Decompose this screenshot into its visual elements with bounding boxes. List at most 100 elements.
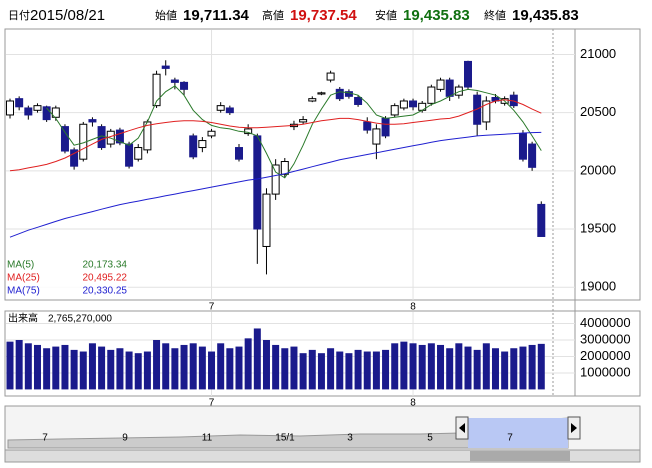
candle-body <box>51 107 60 118</box>
volume-bar <box>290 346 298 390</box>
main-panel <box>4 28 641 301</box>
candle-body <box>207 130 216 137</box>
header-value: 19,737.54 <box>290 7 357 24</box>
y-tick-label: 3000000 <box>580 331 631 346</box>
volume-bar <box>308 349 316 390</box>
volume-bar <box>134 353 142 390</box>
legend-bg <box>6 272 128 285</box>
volume-bar <box>382 349 390 390</box>
header-label: 終値 <box>484 8 506 22</box>
volume-bar <box>437 344 445 390</box>
navigator-label: 9 <box>122 433 128 444</box>
candle-body <box>335 88 344 100</box>
candle-body <box>372 128 381 145</box>
candle-body <box>381 117 390 137</box>
candle-body <box>161 65 170 69</box>
scrollbar-thumb[interactable] <box>470 451 570 461</box>
candle-body <box>326 72 335 81</box>
navigator-label: 5 <box>427 433 433 444</box>
y-tick-label: 21000 <box>580 46 616 61</box>
volume-bar <box>345 353 353 390</box>
candle-body <box>88 119 97 123</box>
candle-body <box>399 100 408 109</box>
volume-bar <box>171 348 179 390</box>
x-tick-label: 7 <box>209 302 215 313</box>
candle-body <box>24 107 33 116</box>
candle-body <box>152 73 161 107</box>
header-label: 高値 <box>262 8 284 22</box>
volume-bar <box>400 341 408 390</box>
legend-name: MA(25) <box>7 273 40 284</box>
ma-line <box>9 99 542 172</box>
candle-body <box>70 149 79 167</box>
candle-body <box>180 81 189 90</box>
volume-bar <box>409 343 417 390</box>
header-label: 始値 <box>155 8 177 22</box>
header-value: 19,435.83 <box>512 7 579 24</box>
volume-bar <box>372 351 380 390</box>
navigator-window[interactable] <box>468 418 568 448</box>
volume-bar <box>208 351 216 390</box>
legend-name: MA(75) <box>7 286 40 297</box>
y-tick-label: 19000 <box>580 279 616 294</box>
volume-bar <box>162 343 170 390</box>
volume-bar <box>98 346 106 390</box>
candle-body <box>244 128 253 135</box>
navigator-label: 7 <box>507 433 513 444</box>
volume-name: 出来高 <box>8 312 38 325</box>
candle-body <box>15 98 24 108</box>
legend-value: 20,330.25 <box>83 286 128 297</box>
y-tick-label: 20500 <box>580 104 616 119</box>
volume-bar <box>528 344 536 390</box>
header-value: 19,711.34 <box>183 7 250 24</box>
candle-body <box>317 92 326 95</box>
volume-bar <box>299 353 307 390</box>
candle-body <box>308 98 317 102</box>
volume-panel <box>4 310 641 397</box>
volume-bar <box>427 343 435 390</box>
volume-bar <box>327 348 335 390</box>
volume-bar <box>6 341 14 390</box>
y-tick-label: 20000 <box>580 162 616 177</box>
legend-name: MA(5) <box>7 260 34 271</box>
volume-bar <box>61 344 69 390</box>
volume-bar <box>253 328 261 390</box>
volume-bar <box>70 349 78 390</box>
candle-body <box>33 105 42 111</box>
volume-bar <box>272 344 280 390</box>
candle-body <box>198 140 207 149</box>
legend-bg <box>6 259 128 272</box>
candle-body <box>6 100 14 116</box>
y-tick-label: 2000000 <box>580 348 631 363</box>
x-tick-label: 8 <box>410 302 416 313</box>
y-tick-label: 1000000 <box>580 364 631 379</box>
volume-bar <box>189 343 197 390</box>
volume-bar <box>281 348 289 390</box>
candle-body <box>537 203 546 237</box>
candle-body <box>235 147 243 160</box>
ma-line <box>9 131 542 238</box>
x-tick-label: 7 <box>209 398 215 409</box>
candle-body <box>390 105 399 116</box>
volume-bar <box>198 346 206 390</box>
candle-body <box>409 100 418 108</box>
candle-body <box>253 135 262 230</box>
navigator-label: 3 <box>347 433 353 444</box>
volume-bar <box>391 343 399 390</box>
volume-bar <box>510 348 518 390</box>
candle-body <box>464 60 472 88</box>
volume-bar <box>537 343 545 390</box>
volume-bar <box>116 348 124 390</box>
candle-body <box>354 97 363 105</box>
header-value: 19,435.83 <box>403 7 470 24</box>
candle-body <box>115 129 124 144</box>
candle-body <box>482 100 491 123</box>
x-tick-label: 8 <box>410 398 416 409</box>
candle-body <box>170 79 179 83</box>
volume-bar <box>336 351 344 390</box>
volume-bar <box>482 343 490 390</box>
candle-body <box>473 94 482 125</box>
candle-body <box>436 79 445 90</box>
y-tick-label: 4000000 <box>580 315 631 330</box>
